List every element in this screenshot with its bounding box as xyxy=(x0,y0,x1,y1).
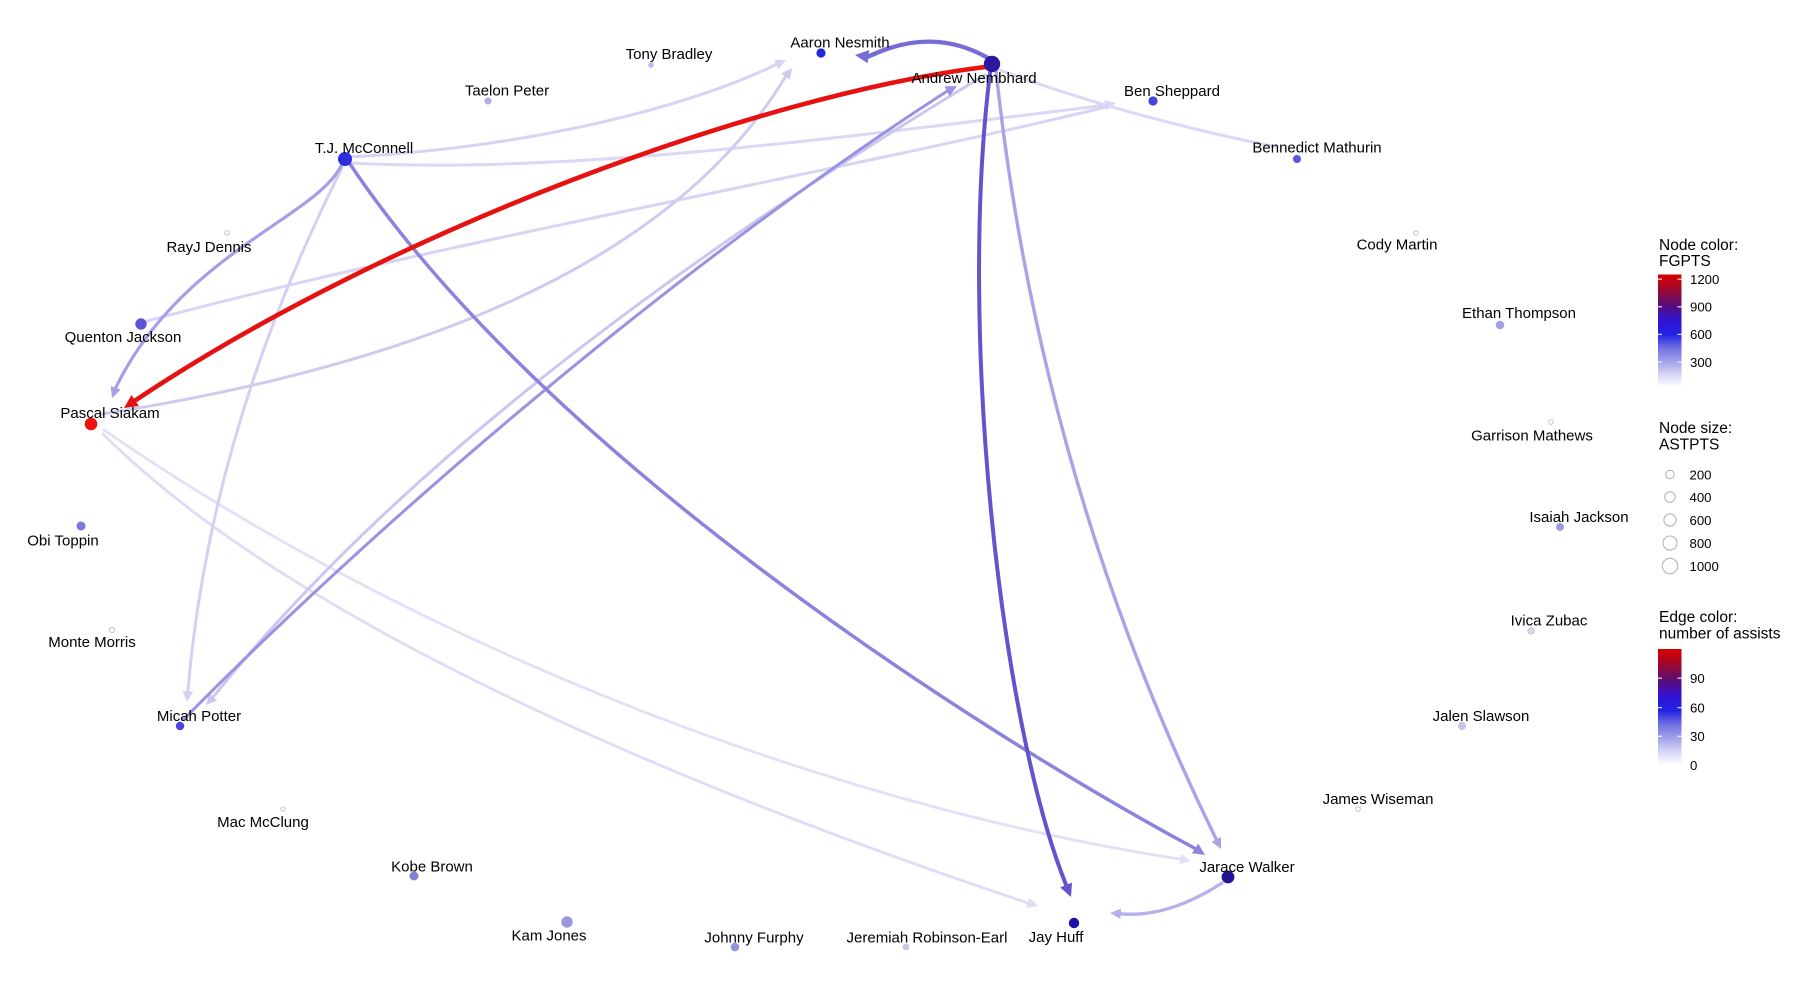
svg-text:Mac McClung: Mac McClung xyxy=(217,814,309,831)
svg-text:number of assists: number of assists xyxy=(1659,626,1781,643)
svg-text:Edge color:: Edge color: xyxy=(1659,609,1737,626)
svg-text:RayJ Dennis: RayJ Dennis xyxy=(166,239,251,256)
svg-text:Kam Jones: Kam Jones xyxy=(511,928,586,945)
svg-text:Taelon Peter: Taelon Peter xyxy=(465,83,549,100)
svg-text:Node size:: Node size: xyxy=(1659,420,1732,437)
svg-text:James Wiseman: James Wiseman xyxy=(1323,791,1434,808)
svg-text:90: 90 xyxy=(1690,671,1705,686)
svg-text:400: 400 xyxy=(1690,490,1712,505)
svg-text:600: 600 xyxy=(1690,327,1712,342)
svg-text:30: 30 xyxy=(1690,729,1705,744)
svg-text:Micah Potter: Micah Potter xyxy=(157,708,241,725)
svg-text:FGPTS: FGPTS xyxy=(1659,253,1711,270)
svg-text:Garrison Mathews: Garrison Mathews xyxy=(1471,428,1593,445)
svg-text:Pascal Siakam: Pascal Siakam xyxy=(60,405,159,422)
svg-text:1000: 1000 xyxy=(1690,559,1719,574)
svg-text:Jalen Slawson: Jalen Slawson xyxy=(1433,708,1530,725)
svg-text:Aaron Nesmith: Aaron Nesmith xyxy=(790,35,889,52)
svg-text:Johnny Furphy: Johnny Furphy xyxy=(704,930,804,947)
svg-text:60: 60 xyxy=(1690,700,1705,715)
svg-text:900: 900 xyxy=(1690,300,1712,315)
svg-text:T.J. McConnell: T.J. McConnell xyxy=(315,140,413,157)
svg-text:Jeremiah Robinson-Earl: Jeremiah Robinson-Earl xyxy=(847,930,1008,947)
svg-text:Tony Bradley: Tony Bradley xyxy=(626,46,713,63)
svg-text:200: 200 xyxy=(1690,467,1712,482)
svg-text:Isaiah Jackson: Isaiah Jackson xyxy=(1529,509,1628,526)
svg-text:1200: 1200 xyxy=(1690,272,1719,287)
svg-text:Ben Sheppard: Ben Sheppard xyxy=(1124,83,1220,100)
svg-text:Monte Morris: Monte Morris xyxy=(48,634,136,651)
svg-text:Ethan Thompson: Ethan Thompson xyxy=(1462,305,1576,322)
svg-text:0: 0 xyxy=(1690,758,1697,773)
svg-text:Andrew Nembhard: Andrew Nembhard xyxy=(911,70,1036,87)
svg-text:300: 300 xyxy=(1690,355,1712,370)
svg-text:800: 800 xyxy=(1690,536,1712,551)
svg-text:600: 600 xyxy=(1690,513,1712,528)
svg-text:Ivica Zubac: Ivica Zubac xyxy=(1511,613,1588,630)
svg-text:Bennedict Mathurin: Bennedict Mathurin xyxy=(1252,140,1381,157)
svg-text:Node color:: Node color: xyxy=(1659,237,1738,254)
svg-text:Cody Martin: Cody Martin xyxy=(1357,237,1438,254)
svg-text:Kobe Brown: Kobe Brown xyxy=(391,859,473,876)
svg-text:ASTPTS: ASTPTS xyxy=(1659,437,1719,454)
svg-text:Quenton Jackson: Quenton Jackson xyxy=(65,329,182,346)
svg-text:Jay Huff: Jay Huff xyxy=(1029,929,1085,946)
svg-text:Jarace Walker: Jarace Walker xyxy=(1199,859,1294,876)
svg-text:Obi Toppin: Obi Toppin xyxy=(27,533,98,550)
